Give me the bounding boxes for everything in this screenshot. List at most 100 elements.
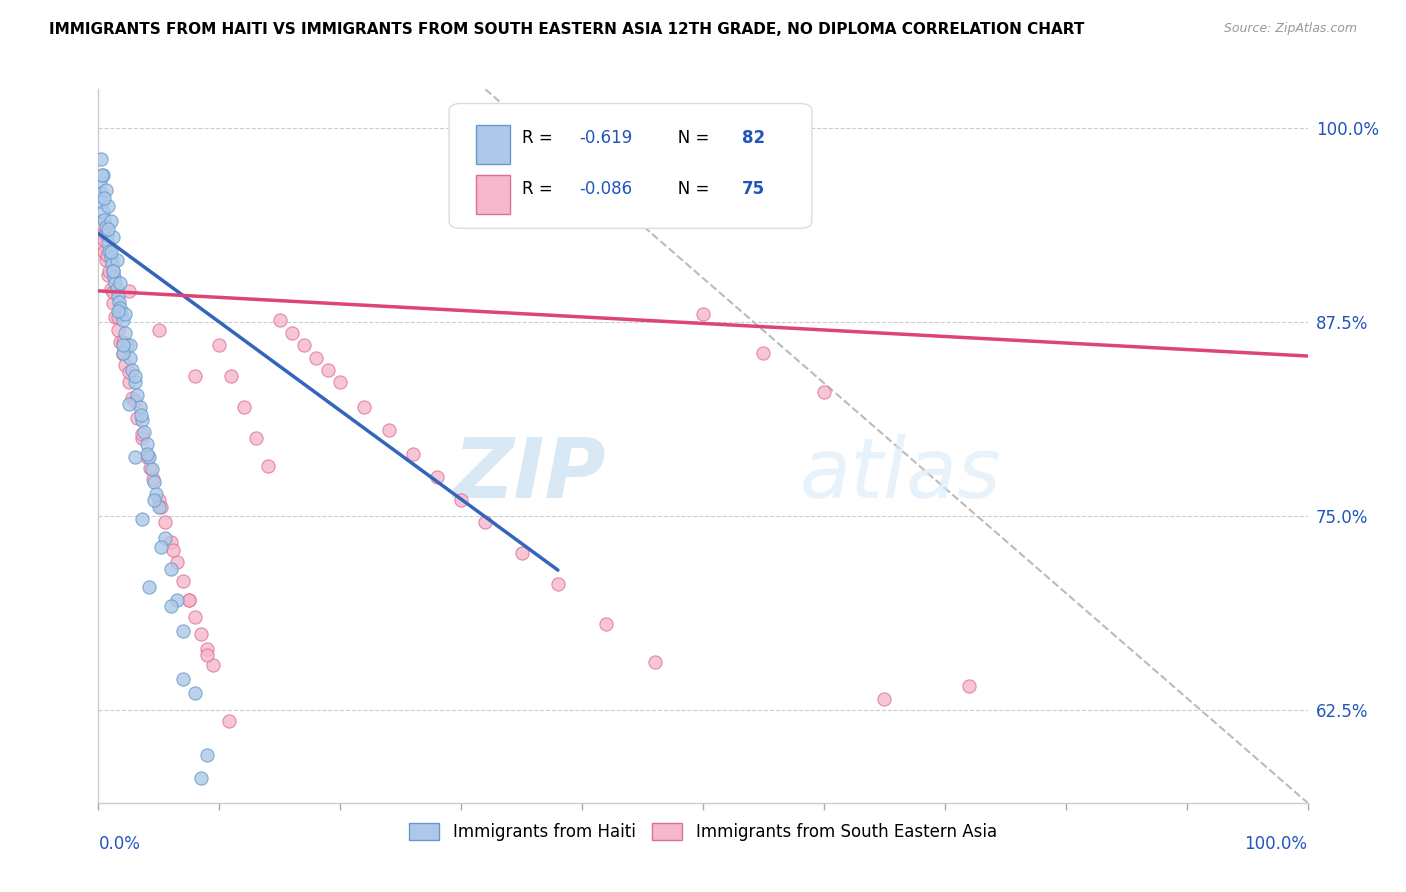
- Point: [91, 229, 114, 244]
- Point: [111, 334, 134, 349]
- Point: [98, 244, 121, 258]
- Point: [118, 365, 141, 379]
- Point: [269, 313, 291, 327]
- Point: [93, 191, 115, 205]
- Text: -0.619: -0.619: [579, 128, 633, 146]
- Point: [90, 186, 112, 201]
- Point: [139, 460, 162, 475]
- Point: [138, 580, 160, 594]
- Point: [256, 459, 278, 474]
- Point: [100, 214, 122, 228]
- Point: [127, 388, 149, 402]
- Point: [108, 301, 131, 315]
- Point: [143, 493, 166, 508]
- Point: [172, 624, 194, 638]
- Point: [104, 310, 127, 325]
- Point: [142, 472, 165, 486]
- Point: [179, 592, 201, 607]
- Point: [101, 263, 124, 277]
- Text: R =: R =: [522, 180, 562, 198]
- Point: [91, 217, 114, 231]
- Point: [162, 543, 184, 558]
- Point: [91, 168, 114, 182]
- Point: [184, 686, 207, 700]
- FancyBboxPatch shape: [449, 103, 811, 228]
- Point: [135, 447, 157, 461]
- Point: [128, 401, 150, 415]
- Point: [353, 401, 375, 415]
- Point: [131, 512, 153, 526]
- Point: [450, 493, 472, 508]
- Point: [94, 252, 117, 267]
- Point: [195, 648, 218, 663]
- Point: [129, 408, 152, 422]
- Point: [101, 263, 124, 277]
- Text: IMMIGRANTS FROM HAITI VS IMMIGRANTS FROM SOUTH EASTERN ASIA 12TH GRADE, NO DIPLO: IMMIGRANTS FROM HAITI VS IMMIGRANTS FROM…: [49, 22, 1084, 37]
- Point: [96, 248, 118, 262]
- Point: [153, 531, 176, 545]
- Point: [402, 447, 425, 461]
- FancyBboxPatch shape: [475, 125, 509, 164]
- FancyBboxPatch shape: [475, 175, 509, 214]
- Point: [195, 747, 218, 762]
- Point: [105, 282, 128, 296]
- Point: [90, 222, 112, 236]
- Text: ZIP: ZIP: [454, 434, 606, 515]
- Point: [108, 294, 131, 309]
- Point: [153, 515, 176, 529]
- Point: [221, 369, 243, 384]
- Point: [692, 307, 714, 321]
- Point: [118, 397, 141, 411]
- Point: [93, 212, 115, 227]
- Point: [221, 871, 243, 886]
- Point: [644, 655, 666, 669]
- Point: [377, 424, 399, 438]
- Point: [124, 369, 146, 384]
- Point: [114, 326, 136, 340]
- Point: [103, 269, 125, 284]
- Point: [107, 310, 129, 325]
- Point: [134, 425, 156, 439]
- Point: [145, 487, 167, 501]
- Point: [195, 642, 218, 657]
- Point: [316, 363, 339, 377]
- Point: [135, 450, 157, 464]
- Point: [108, 276, 131, 290]
- Point: [118, 376, 141, 390]
- Point: [100, 258, 122, 272]
- Point: [127, 411, 149, 425]
- Point: [90, 152, 112, 166]
- Point: [96, 227, 118, 242]
- Point: [118, 284, 141, 298]
- Point: [166, 592, 188, 607]
- Text: -0.086: -0.086: [579, 180, 633, 198]
- Point: [131, 431, 153, 445]
- Point: [329, 376, 352, 390]
- Point: [135, 437, 157, 451]
- Text: 82: 82: [742, 128, 765, 146]
- Point: [89, 214, 111, 228]
- Text: atlas: atlas: [800, 434, 1001, 515]
- Point: [110, 307, 132, 321]
- Point: [107, 323, 129, 337]
- Point: [172, 574, 194, 588]
- Point: [97, 222, 120, 236]
- Point: [124, 450, 146, 464]
- Point: [426, 470, 449, 484]
- Point: [118, 351, 141, 365]
- Point: [190, 626, 212, 640]
- Point: [124, 376, 146, 390]
- Point: [148, 493, 170, 508]
- Point: [100, 252, 122, 266]
- Point: [104, 276, 127, 290]
- Point: [160, 535, 183, 549]
- Point: [172, 672, 194, 686]
- Point: [118, 338, 141, 352]
- Point: [190, 771, 212, 785]
- Point: [218, 714, 240, 728]
- Text: 100.0%: 100.0%: [1244, 835, 1308, 853]
- Point: [305, 351, 328, 365]
- Point: [101, 229, 124, 244]
- Point: [148, 323, 170, 337]
- Point: [100, 245, 122, 260]
